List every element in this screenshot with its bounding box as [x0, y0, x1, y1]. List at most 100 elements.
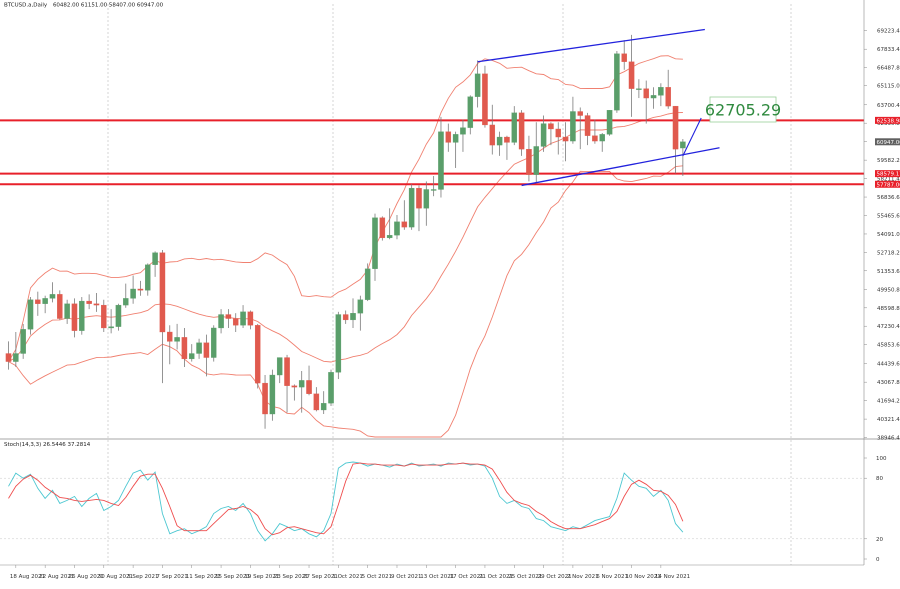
price-tick-label: 67833.40: [877, 47, 900, 53]
candle-body: [416, 188, 421, 208]
candle-body: [28, 300, 33, 330]
price-level-label-2: 58579.17: [875, 170, 900, 178]
candle-body: [270, 375, 275, 414]
candle-body: [182, 337, 187, 359]
candle-2021-08-27: [79, 297, 84, 335]
stochastic-scale-label: 20: [876, 537, 883, 543]
date-label: 3 Sep 2021: [127, 574, 158, 580]
candle-body: [226, 315, 231, 319]
candle-body: [87, 301, 92, 304]
candle-body: [240, 312, 245, 325]
candle-body: [196, 343, 201, 354]
candle-body: [123, 298, 128, 305]
candle-body: [131, 289, 136, 298]
candle-2021-10-26: [519, 110, 524, 156]
candle-body: [578, 111, 583, 115]
candle-body: [446, 132, 451, 143]
candle-body: [13, 354, 18, 362]
candle-body: [380, 218, 385, 238]
price-tick-label: 41694.20: [877, 399, 900, 405]
candle-body: [592, 136, 597, 141]
candle-body: [65, 304, 70, 319]
candle-body: [614, 54, 619, 110]
candle-body: [277, 358, 282, 375]
candle-body: [262, 383, 267, 414]
price-level-text: 58579.17: [877, 172, 900, 178]
price-annotation: 62705.29: [705, 97, 781, 122]
candle-body: [211, 328, 216, 358]
candle-body: [50, 294, 55, 298]
ohlc-header: 60482.00 61151.00 58407.00 60947.00: [53, 3, 164, 9]
candle-body: [644, 89, 649, 98]
instrument-name: BTCUSD.a,Daily: [4, 3, 48, 9]
price-tick-label: 47230.40: [877, 324, 900, 330]
candle-2021-09-20: [255, 324, 260, 389]
candle-body: [548, 124, 553, 129]
candle-2021-10-11: [409, 184, 414, 230]
candle-body: [526, 149, 531, 175]
price-tick-label: 45853.60: [877, 343, 900, 349]
stochastic-scale-label: 0: [876, 557, 880, 563]
candle-body: [145, 265, 150, 291]
date-label: 1 Oct 2021: [332, 574, 363, 580]
candle-body: [233, 319, 238, 326]
candle-body: [365, 269, 370, 300]
candle-body: [321, 403, 326, 410]
annotation-price: 62705.29: [705, 101, 781, 120]
candle-body: [204, 343, 209, 358]
candle-body: [174, 337, 179, 341]
candle-body: [153, 253, 158, 265]
price-tick-label: 52718.20: [877, 250, 900, 256]
price-tick-label: 38946.40: [877, 436, 900, 442]
candle-body: [138, 289, 143, 290]
candle-body: [460, 128, 465, 135]
price-tick-label: 40321.40: [877, 417, 900, 423]
date-label: 5 Oct 2021: [362, 574, 393, 580]
candle-body: [600, 134, 605, 141]
price-tick-label: 51353.60: [877, 269, 900, 275]
candle-body: [328, 372, 333, 403]
price-tick-label: 65115.00: [877, 84, 900, 90]
candle-body: [482, 74, 487, 125]
candle-body: [438, 132, 443, 190]
candle-body: [189, 354, 194, 359]
date-label: 7 Sep 2021: [156, 574, 187, 580]
candle-body: [72, 304, 77, 331]
candle-body: [636, 89, 641, 90]
candle-2021-10-07: [380, 216, 385, 240]
price-tick-label: 56836.60: [877, 195, 900, 201]
price-level-text: 60947.00: [877, 140, 900, 146]
candle-body: [109, 327, 114, 328]
candle-2021-08-19: [21, 324, 26, 359]
candle-2021-09-22: [270, 370, 275, 421]
date-label: 14 Nov 2021: [655, 574, 690, 580]
candle-body: [167, 332, 172, 341]
date-label: 9 Oct 2021: [391, 574, 422, 580]
candle-body: [358, 300, 363, 313]
candle-body: [658, 87, 663, 95]
candle-body: [475, 74, 480, 97]
candle-2021-09-01: [116, 304, 121, 331]
stochastic-scale-label: 80: [876, 476, 883, 482]
candle-body: [424, 189, 429, 208]
candle-body: [666, 87, 671, 106]
instrument-label: BTCUSD.a,Daily 60482.00 61151.00 58407.0…: [4, 3, 164, 9]
candle-body: [292, 386, 297, 387]
candle-body: [570, 111, 575, 141]
price-level-label-0: 62538.98: [875, 117, 900, 125]
candle-body: [622, 54, 627, 62]
candle-body: [504, 137, 509, 142]
price-tick-label: 44439.60: [877, 362, 900, 368]
candle-2021-10-05: [365, 263, 370, 301]
candle-body: [490, 125, 495, 145]
candle-body: [284, 358, 289, 386]
price-tick-label: 54091.00: [877, 232, 900, 238]
price-tick-label: 48598.80: [877, 306, 900, 312]
candle-2021-10-21: [482, 66, 487, 128]
candle-body: [519, 113, 524, 149]
candle-body: [394, 222, 399, 235]
candle-body: [306, 380, 311, 393]
candle-2021-11-07: [607, 110, 612, 136]
candle-body: [350, 313, 355, 320]
